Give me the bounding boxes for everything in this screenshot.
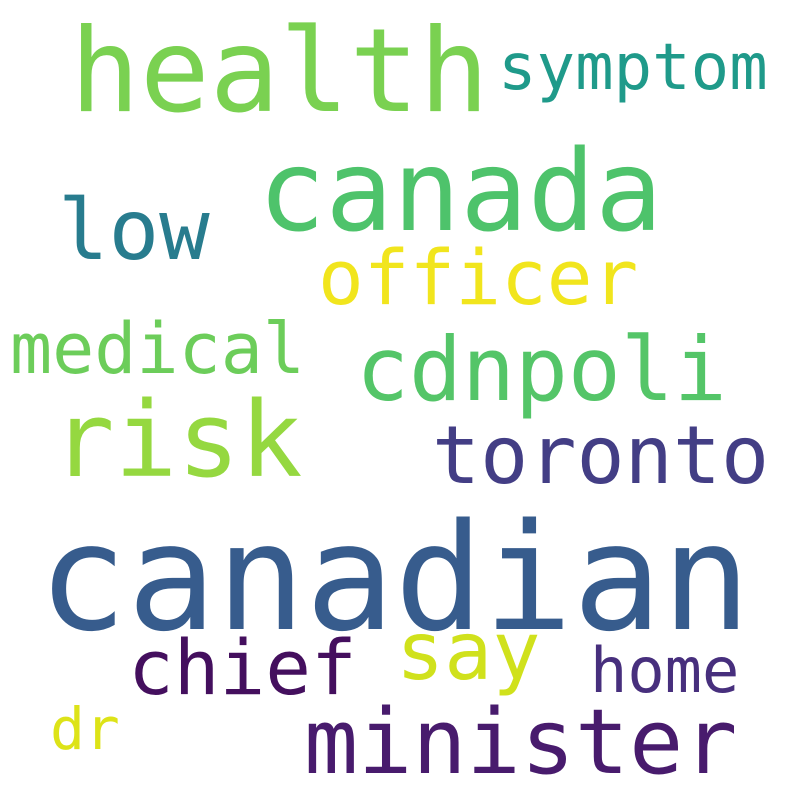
word-health: health bbox=[70, 4, 490, 139]
word-home: home bbox=[590, 634, 740, 707]
word-officer: officer bbox=[318, 233, 639, 322]
word-chief: chief bbox=[128, 623, 357, 712]
word-say: say bbox=[396, 605, 541, 698]
word-risk: risk bbox=[52, 379, 303, 501]
word-low: low bbox=[58, 181, 210, 279]
word-medical: medical bbox=[10, 308, 306, 390]
word-cdnpoli: cdnpoli bbox=[356, 318, 727, 421]
word-dr: dr bbox=[50, 695, 120, 763]
word-minister: minister bbox=[304, 690, 738, 795]
word-symptom: symptom bbox=[498, 31, 768, 105]
word-canada: canada bbox=[258, 127, 663, 257]
word-canadian: canadian bbox=[38, 492, 751, 664]
word-toronto: toronto bbox=[432, 409, 770, 502]
